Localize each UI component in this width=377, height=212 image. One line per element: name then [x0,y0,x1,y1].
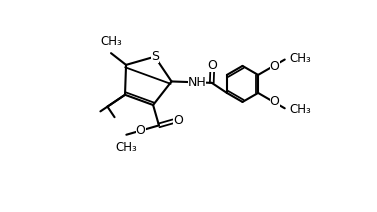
Text: O: O [207,59,218,73]
Text: O: O [270,95,280,108]
Text: S: S [151,50,159,63]
Text: O: O [270,60,280,73]
Text: CH₃: CH₃ [115,141,137,154]
Text: CH₃: CH₃ [100,35,122,48]
Text: CH₃: CH₃ [290,103,312,116]
Text: NH: NH [188,76,206,89]
Text: O: O [136,124,146,137]
Text: CH₃: CH₃ [290,52,312,65]
Text: O: O [173,114,183,127]
